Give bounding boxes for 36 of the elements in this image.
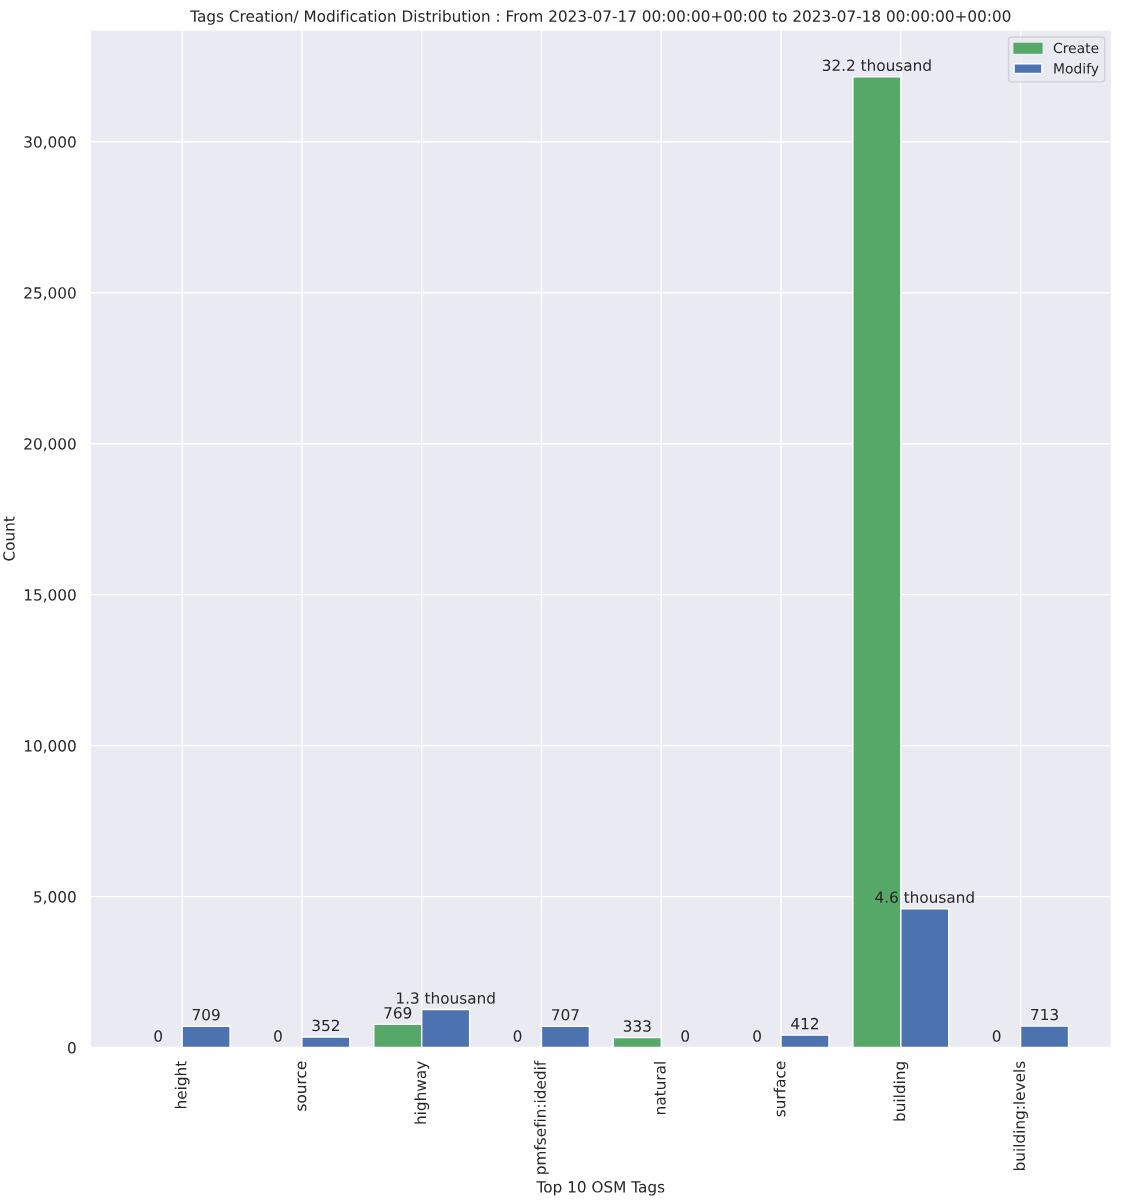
data-label: 0 bbox=[274, 1030, 282, 1042]
data-label: 707 bbox=[552, 1008, 579, 1021]
y-tick-label: 15,000 bbox=[24, 589, 76, 603]
data-label: 32.2 thousand bbox=[822, 59, 931, 72]
data-label: 0 bbox=[753, 1030, 761, 1042]
y-tick-label: 5,000 bbox=[34, 891, 76, 905]
data-label: 769 bbox=[384, 1007, 412, 1019]
x-tick-label: highway bbox=[414, 1061, 430, 1124]
y-tick-label: 25,000 bbox=[24, 287, 76, 301]
x-tick-label: building:levels bbox=[1013, 1061, 1028, 1171]
y-tick-label: 0 bbox=[68, 1042, 76, 1054]
legend-label: Modify bbox=[1054, 62, 1099, 77]
x-tick-label: building bbox=[893, 1062, 909, 1121]
data-label: 0 bbox=[992, 1030, 1001, 1042]
x-tick-label: surface bbox=[773, 1061, 786, 1117]
chart-title: Tags Creation/ Modification Distribution : From 2023-07-17 00:00:00+00:00 to 2023-07-18 00:00:00+00:00 bbox=[190, 10, 1011, 25]
x-axis-title: Top 10 OSM Tags bbox=[536, 1181, 665, 1196]
data-label: 713 bbox=[1031, 1008, 1058, 1021]
x-tick-label: height bbox=[174, 1061, 190, 1109]
data-label: 0 bbox=[154, 1030, 163, 1042]
data-label: 709 bbox=[192, 1008, 220, 1021]
data-label: 1.3 thousand bbox=[397, 991, 495, 1004]
x-tick-label: natural bbox=[653, 1062, 666, 1115]
data-label: 4.6 thousand bbox=[875, 891, 974, 903]
data-label: 333 bbox=[623, 1020, 651, 1032]
x-tick-label: source bbox=[297, 1061, 307, 1111]
data-label: 0 bbox=[681, 1030, 690, 1042]
y-axis-title: Count bbox=[3, 516, 15, 561]
legend-label: Create bbox=[1053, 42, 1099, 54]
y-tick-label: 30,000 bbox=[24, 136, 76, 150]
data-label: 0 bbox=[513, 1030, 522, 1042]
data-label: 352 bbox=[312, 1019, 339, 1032]
y-tick-label: 20,000 bbox=[24, 438, 76, 452]
y-tick-label: 10,000 bbox=[24, 740, 76, 754]
x-tick-label: pmfsefin:idedif bbox=[534, 1060, 549, 1174]
data-label: 412 bbox=[791, 1017, 819, 1030]
